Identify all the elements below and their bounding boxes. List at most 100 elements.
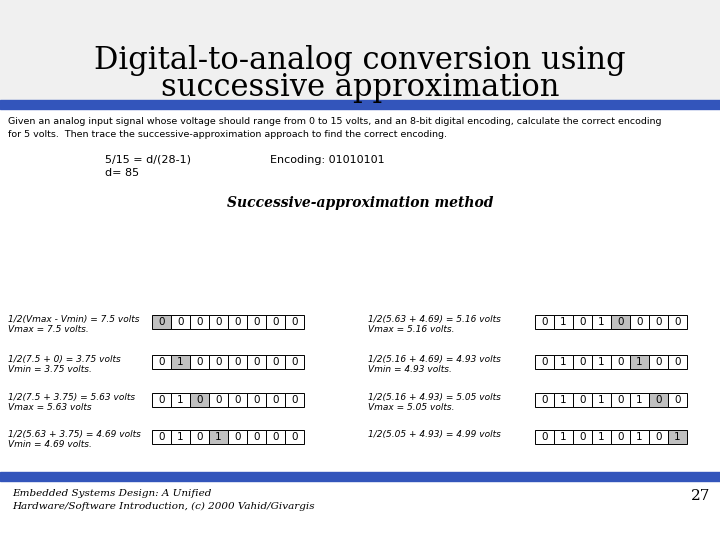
- Text: 0: 0: [197, 317, 203, 327]
- Text: 0: 0: [215, 357, 222, 367]
- Text: for 5 volts.  Then trace the successive-approximation approach to find the corre: for 5 volts. Then trace the successive-a…: [8, 130, 447, 139]
- Bar: [611, 393, 630, 407]
- Text: 0: 0: [272, 432, 279, 442]
- Bar: [171, 393, 190, 407]
- Text: 0: 0: [253, 357, 260, 367]
- Text: Successive-approximation method: Successive-approximation method: [227, 196, 493, 210]
- Bar: [285, 315, 304, 329]
- Text: 0: 0: [272, 317, 279, 327]
- Bar: [0, 472, 720, 481]
- Text: 1/2(5.05 + 4.93) = 4.99 volts: 1/2(5.05 + 4.93) = 4.99 volts: [368, 430, 501, 439]
- Bar: [592, 430, 611, 444]
- Bar: [554, 393, 573, 407]
- Bar: [592, 315, 611, 329]
- Text: Embedded Systems Design: A Unified: Embedded Systems Design: A Unified: [12, 489, 212, 498]
- Bar: [630, 393, 649, 407]
- Bar: [554, 315, 573, 329]
- Bar: [668, 430, 687, 444]
- Bar: [247, 355, 266, 369]
- Bar: [573, 315, 592, 329]
- Text: 1: 1: [177, 432, 184, 442]
- Text: 1: 1: [598, 432, 605, 442]
- Text: 0: 0: [234, 395, 240, 405]
- Text: Vmax = 5.05 volts.: Vmax = 5.05 volts.: [368, 403, 454, 412]
- Text: 0: 0: [541, 357, 548, 367]
- Text: Vmin = 3.75 volts.: Vmin = 3.75 volts.: [8, 365, 92, 374]
- Bar: [611, 315, 630, 329]
- Bar: [152, 393, 171, 407]
- Text: 1: 1: [636, 432, 643, 442]
- Text: 0: 0: [655, 357, 662, 367]
- Bar: [190, 430, 209, 444]
- Bar: [535, 430, 554, 444]
- Text: 1/2(7.5 + 3.75) = 5.63 volts: 1/2(7.5 + 3.75) = 5.63 volts: [8, 393, 135, 402]
- Bar: [209, 393, 228, 407]
- Bar: [592, 393, 611, 407]
- Text: 0: 0: [674, 317, 680, 327]
- Text: Given an analog input signal whose voltage should range from 0 to 15 volts, and : Given an analog input signal whose volta…: [8, 117, 662, 126]
- Text: 0: 0: [617, 395, 624, 405]
- Text: 1: 1: [560, 317, 567, 327]
- Text: 0: 0: [617, 357, 624, 367]
- Text: 1/2(5.63 + 3.75) = 4.69 volts: 1/2(5.63 + 3.75) = 4.69 volts: [8, 430, 141, 439]
- Text: 0: 0: [580, 357, 586, 367]
- Bar: [0, 0, 720, 100]
- Bar: [573, 393, 592, 407]
- Text: 1: 1: [636, 357, 643, 367]
- Bar: [190, 355, 209, 369]
- Text: 0: 0: [541, 317, 548, 327]
- Bar: [630, 315, 649, 329]
- Bar: [630, 355, 649, 369]
- Bar: [247, 430, 266, 444]
- Bar: [171, 430, 190, 444]
- Bar: [266, 430, 285, 444]
- Text: 0: 0: [158, 395, 165, 405]
- Text: 1: 1: [560, 357, 567, 367]
- Text: 0: 0: [580, 432, 586, 442]
- Text: Encoding: 01010101: Encoding: 01010101: [270, 155, 384, 165]
- Bar: [209, 355, 228, 369]
- Bar: [228, 355, 247, 369]
- Text: 1: 1: [598, 357, 605, 367]
- Text: Vmax = 7.5 volts.: Vmax = 7.5 volts.: [8, 325, 89, 334]
- Text: 0: 0: [215, 317, 222, 327]
- Bar: [209, 430, 228, 444]
- Text: 1: 1: [598, 317, 605, 327]
- Bar: [649, 393, 668, 407]
- Text: 0: 0: [655, 395, 662, 405]
- Text: 27: 27: [690, 489, 710, 503]
- Text: 0: 0: [272, 357, 279, 367]
- Bar: [535, 315, 554, 329]
- Text: 0: 0: [234, 432, 240, 442]
- Bar: [266, 393, 285, 407]
- Text: 0: 0: [674, 395, 680, 405]
- Bar: [190, 393, 209, 407]
- Text: 0: 0: [580, 395, 586, 405]
- Text: 1: 1: [560, 395, 567, 405]
- Text: Digital-to-analog conversion using: Digital-to-analog conversion using: [94, 45, 626, 76]
- Text: 0: 0: [177, 317, 184, 327]
- Text: Vmax = 5.63 volts: Vmax = 5.63 volts: [8, 403, 91, 412]
- Text: 0: 0: [197, 357, 203, 367]
- Text: 1: 1: [636, 395, 643, 405]
- Text: 0: 0: [636, 317, 643, 327]
- Text: Hardware/Software Introduction, (c) 2000 Vahid/Givargis: Hardware/Software Introduction, (c) 2000…: [12, 502, 315, 511]
- Bar: [611, 355, 630, 369]
- Text: 1: 1: [177, 357, 184, 367]
- Text: 0: 0: [655, 432, 662, 442]
- Text: 1/2(5.16 + 4.69) = 4.93 volts: 1/2(5.16 + 4.69) = 4.93 volts: [368, 355, 501, 364]
- Text: 0: 0: [541, 432, 548, 442]
- Text: Vmin = 4.69 volts.: Vmin = 4.69 volts.: [8, 440, 92, 449]
- Text: 1: 1: [598, 395, 605, 405]
- Bar: [247, 393, 266, 407]
- Bar: [611, 430, 630, 444]
- Bar: [592, 355, 611, 369]
- Text: 0: 0: [197, 432, 203, 442]
- Bar: [228, 430, 247, 444]
- Text: 0: 0: [292, 357, 298, 367]
- Bar: [668, 315, 687, 329]
- Bar: [266, 315, 285, 329]
- Bar: [171, 355, 190, 369]
- Bar: [152, 430, 171, 444]
- Text: d= 85: d= 85: [105, 168, 139, 178]
